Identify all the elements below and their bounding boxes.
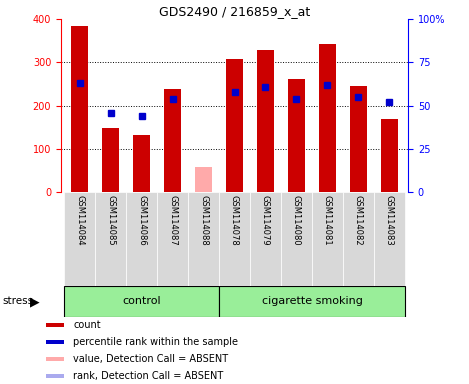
Text: percentile rank within the sample: percentile rank within the sample xyxy=(73,337,238,347)
Text: count: count xyxy=(73,320,101,330)
Text: GSM114080: GSM114080 xyxy=(292,195,301,245)
Text: GSM114083: GSM114083 xyxy=(385,195,394,246)
Text: stress: stress xyxy=(2,296,33,306)
Bar xyxy=(319,44,336,192)
Bar xyxy=(381,119,398,192)
Bar xyxy=(312,192,343,286)
Text: GSM114079: GSM114079 xyxy=(261,195,270,245)
Bar xyxy=(250,192,281,286)
Text: value, Detection Call = ABSENT: value, Detection Call = ABSENT xyxy=(73,354,228,364)
Bar xyxy=(374,192,405,286)
Bar xyxy=(281,192,312,286)
Bar xyxy=(126,192,157,286)
Bar xyxy=(95,192,126,286)
Text: GSM114087: GSM114087 xyxy=(168,195,177,246)
Text: GSM114088: GSM114088 xyxy=(199,195,208,246)
Bar xyxy=(64,192,95,286)
Text: cigarette smoking: cigarette smoking xyxy=(262,296,363,306)
Bar xyxy=(46,357,64,361)
Text: ▶: ▶ xyxy=(30,295,40,308)
Bar xyxy=(219,286,405,317)
Bar xyxy=(102,129,119,192)
Bar xyxy=(64,286,219,317)
Bar xyxy=(46,340,64,344)
Bar xyxy=(188,192,219,286)
Bar xyxy=(226,59,243,192)
Bar xyxy=(164,89,181,192)
Bar xyxy=(257,50,274,192)
Bar xyxy=(71,26,88,192)
Text: GSM114084: GSM114084 xyxy=(75,195,84,245)
Text: GSM114082: GSM114082 xyxy=(354,195,363,245)
Bar xyxy=(288,79,305,192)
Text: GSM114081: GSM114081 xyxy=(323,195,332,245)
Bar xyxy=(157,192,188,286)
Text: control: control xyxy=(122,296,161,306)
Bar xyxy=(350,86,367,192)
Bar xyxy=(46,323,64,327)
Text: GSM114078: GSM114078 xyxy=(230,195,239,246)
Bar xyxy=(195,167,212,192)
Text: rank, Detection Call = ABSENT: rank, Detection Call = ABSENT xyxy=(73,371,223,381)
Bar xyxy=(133,135,150,192)
Title: GDS2490 / 216859_x_at: GDS2490 / 216859_x_at xyxy=(159,5,310,18)
Bar xyxy=(46,374,64,377)
Bar xyxy=(343,192,374,286)
Bar xyxy=(219,192,250,286)
Text: GSM114085: GSM114085 xyxy=(106,195,115,245)
Text: GSM114086: GSM114086 xyxy=(137,195,146,246)
